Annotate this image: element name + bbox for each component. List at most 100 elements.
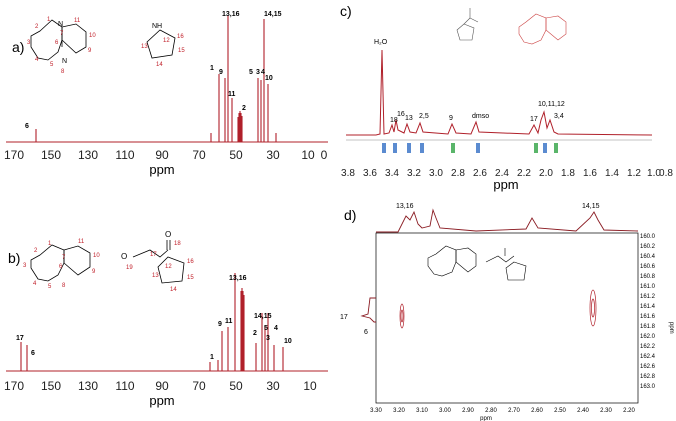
num-7: 7 — [60, 31, 64, 37]
d-xtick-10: 2.30 — [600, 408, 612, 414]
y-axis-d: 160.0 160.2 160.4 160.6 160.8 161.0 161.… — [640, 234, 674, 390]
panel-d: d) 13,16 14,15 17 6 3.30 3.20 3.10 3.00 … — [340, 203, 674, 421]
dbu-atom-n8: N — [62, 58, 67, 65]
peak-b-17: 17 — [16, 335, 24, 342]
num-11: 11 — [74, 18, 81, 24]
d-xtick-8: 2.50 — [554, 408, 566, 414]
tick-a-170: 170 — [4, 148, 24, 162]
d-ytick-15: 163.0 — [640, 384, 656, 390]
d-ytick-1: 160.2 — [640, 244, 656, 250]
peak-c-3-4: 3,4 — [554, 113, 564, 120]
d-xtick-4: 2.90 — [462, 408, 474, 414]
peak-c-h2o: H₂O — [374, 39, 388, 46]
d-ytick-2: 160.4 — [640, 254, 656, 260]
peak-c-16: 16 — [397, 111, 405, 118]
carbamate-structure: O O 12 13 14 15 16 17 18 19 — [121, 230, 194, 293]
peak-b-2: 2 — [253, 330, 257, 337]
left-projection-d — [360, 297, 376, 323]
num-10: 10 — [89, 33, 96, 39]
peak-c-13: 13 — [405, 115, 413, 122]
tick-c-15: 0.8 — [659, 168, 673, 179]
num-b-6: 6 — [59, 264, 63, 270]
d-ytick-14: 162.8 — [640, 374, 656, 380]
num-16: 16 — [177, 34, 184, 40]
axis-b: 170 150 130 110 90 70 50 30 10 ppm — [4, 379, 317, 408]
tick-c-12: 1.4 — [605, 168, 619, 179]
tick-a-0: 0 — [321, 148, 328, 162]
peak-c-2-5: 2,5 — [419, 113, 429, 120]
tick-c-10: 1.8 — [561, 168, 575, 179]
d-ytick-5: 161.0 — [640, 284, 656, 290]
peak-a-5: 5 — [249, 69, 253, 76]
num-b-2: 2 — [34, 248, 38, 254]
d-xtick-6: 2.70 — [508, 408, 520, 414]
d-ytick-0: 160.0 — [640, 234, 656, 240]
o-minus: O — [121, 252, 127, 261]
peak-a-1: 1 — [210, 65, 214, 72]
num-5: 5 — [50, 62, 54, 68]
panel-b: b) 1 2 3 4 5 6 7 8 9 10 11 O O 12 13 14 … — [4, 230, 328, 408]
tick-a-10: 10 — [301, 148, 315, 162]
left-label-6: 6 — [364, 329, 368, 336]
d-xtick-3: 3.00 — [439, 408, 451, 414]
tick-b-10: 10 — [303, 379, 317, 393]
top-label-14-15: 14,15 — [582, 203, 600, 210]
peak-b-4: 4 — [274, 325, 278, 332]
d-ytick-3: 160.6 — [640, 264, 656, 270]
tick-b-150: 150 — [41, 379, 61, 393]
tick-b-90: 90 — [155, 379, 169, 393]
frame-d — [375, 232, 639, 404]
axis-b-label: ppm — [149, 393, 174, 408]
peak-b-13-16: 13,16 — [229, 275, 247, 282]
c-dbu-drawing — [518, 13, 567, 45]
num-b-17: 17 — [150, 252, 157, 258]
num-14: 14 — [156, 62, 163, 68]
num-b-10: 10 — [93, 253, 100, 259]
d-xtick-0: 3.30 — [370, 408, 382, 414]
num-15: 15 — [178, 48, 185, 54]
tick-c-1: 3.6 — [363, 168, 377, 179]
dbu-cation-numbers: 1 2 3 4 5 6 7 8 9 10 11 — [23, 239, 100, 290]
panel-c-label: c) — [340, 3, 352, 19]
tick-c-5: 2.8 — [451, 168, 465, 179]
axis-a-label: ppm — [149, 162, 174, 177]
tick-c-3: 3.2 — [407, 168, 421, 179]
dbu-cation-structure — [30, 244, 91, 282]
peak-b-14-15: 14,15 — [254, 313, 272, 320]
d-ytick-11: 162.2 — [640, 344, 656, 350]
peak-b-3: 3 — [266, 335, 270, 342]
d-xtick-5: 2.80 — [485, 408, 497, 414]
num-b-14: 14 — [170, 287, 177, 293]
tick-c-8: 2.2 — [517, 168, 531, 179]
tick-a-30: 30 — [266, 148, 280, 162]
tick-a-150: 150 — [41, 148, 61, 162]
d-xtick-2: 3.10 — [416, 408, 428, 414]
num-4: 4 — [35, 57, 39, 63]
peak-labels-b: 17 6 1 9 11 13,16 2 14,15 5 3 4 10 — [16, 275, 292, 361]
panel-d-label: d) — [344, 207, 356, 223]
peak-c-9: 9 — [449, 115, 453, 122]
tick-c-11: 1.6 — [583, 168, 597, 179]
d-ytick-9: 161.8 — [640, 324, 656, 330]
peak-b-10: 10 — [284, 338, 292, 345]
peak-b-1: 1 — [210, 354, 214, 361]
d-ytick-12: 162.4 — [640, 354, 656, 360]
peak-a-10: 10 — [265, 75, 273, 82]
num-b-8: 8 — [62, 283, 66, 289]
num-9: 9 — [88, 48, 92, 54]
num-b-15: 15 — [187, 275, 194, 281]
num-b-13: 13 — [152, 273, 159, 279]
num-8: 8 — [61, 69, 65, 75]
d-ytick-13: 162.6 — [640, 364, 656, 370]
num-3: 3 — [27, 40, 31, 46]
num-b-12: 12 — [165, 264, 172, 270]
nh-label: NH — [152, 23, 162, 30]
spectrum-a — [6, 16, 328, 143]
peak-a-13-16: 13,16 — [222, 11, 240, 18]
d-xtick-7: 2.60 — [531, 408, 543, 414]
panel-c: c) H₂O 18 16 13 2,5 9 dmso 17 10,11,12 3… — [340, 3, 673, 192]
peak-a-4: 4 — [261, 69, 265, 76]
num-b-4: 4 — [33, 281, 37, 287]
tick-c-9: 2.0 — [539, 168, 553, 179]
axis-c-label: ppm — [493, 177, 518, 192]
